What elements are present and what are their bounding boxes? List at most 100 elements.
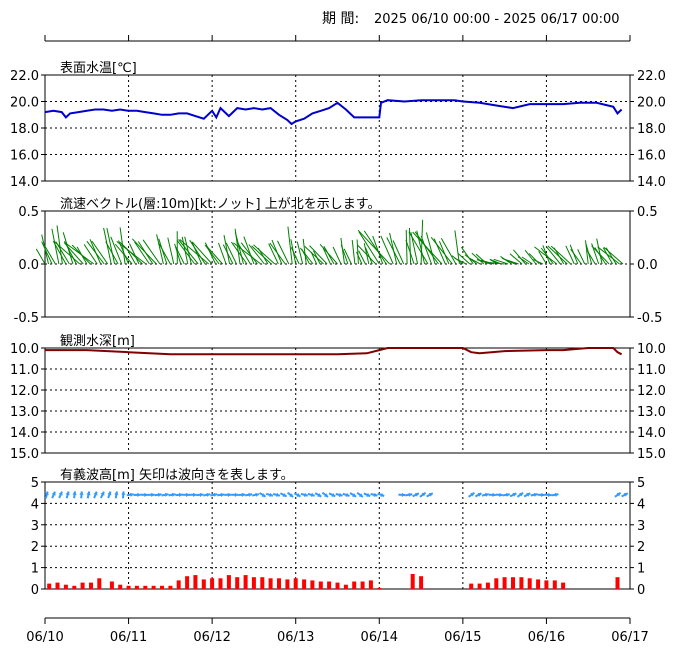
wave-direction-arrowhead	[121, 491, 125, 495]
wave-direction-arrowhead	[158, 493, 162, 497]
wave-height-bar	[544, 580, 548, 589]
wave-height-bar	[478, 584, 482, 589]
right-tick-label: 18.0	[637, 122, 666, 137]
current-vector-stick	[578, 249, 585, 264]
wave-height-bar	[47, 584, 51, 589]
current-vector-stick	[305, 246, 324, 264]
wave-direction-arrowhead	[72, 491, 76, 495]
current-vector-stick	[359, 232, 379, 264]
wave-height-bar	[503, 577, 507, 589]
panel-frame-2	[45, 348, 630, 453]
date-tick-label: 06/14	[361, 630, 398, 645]
right-tick-label: 5	[637, 476, 645, 491]
current-vector-stick	[92, 241, 108, 264]
wave-height-bar	[469, 584, 473, 589]
wave-direction-arrowhead	[402, 493, 406, 497]
wave-height-bar	[536, 579, 540, 589]
wave-height-bar	[336, 583, 340, 589]
wave-direction-arrowhead	[137, 493, 141, 497]
wave-height-bar	[210, 578, 214, 589]
wave-height-bar	[64, 585, 68, 589]
right-tick-label: 3	[637, 519, 645, 534]
current-vector-stick	[252, 246, 272, 264]
left-tick-label: -0.5	[14, 311, 39, 326]
period-range: 2025 06/10 00:00 - 2025 06/17 00:00	[374, 12, 620, 27]
current-vector-stick	[341, 238, 345, 264]
wave-height-bar	[143, 586, 147, 589]
wave-direction-arrowhead	[179, 493, 183, 497]
left-tick-label: 16.0	[10, 149, 39, 164]
current-vector-stick	[44, 244, 56, 264]
current-vector-stick	[333, 247, 341, 264]
wave-direction-arrowhead	[228, 493, 231, 497]
wave-direction-arrowhead	[193, 493, 196, 497]
wave-height-bar	[369, 580, 373, 589]
wave-height-bar	[344, 585, 348, 589]
current-vector-stick	[541, 248, 553, 264]
wave-height-bar	[294, 578, 298, 589]
left-tick-label: 1	[31, 562, 39, 577]
wave-height-bar	[285, 579, 289, 589]
left-tick-label: 3	[31, 519, 39, 534]
right-tick-label: 12.0	[637, 384, 666, 399]
wave-height-bar	[252, 577, 256, 589]
current-vector-stick	[421, 236, 431, 264]
left-tick-label: 22.0	[10, 69, 39, 84]
wave-direction-arrowhead	[79, 491, 83, 495]
wave-height-bar	[511, 577, 515, 589]
wave-height-bar	[152, 586, 156, 589]
current-vector-stick	[357, 252, 362, 264]
left-tick-label: 20.0	[10, 96, 39, 111]
date-tick-label: 06/12	[193, 630, 230, 645]
right-tick-label: 0.5	[637, 205, 658, 220]
date-tick-label: 06/11	[110, 630, 147, 645]
date-tick-label: 06/10	[26, 630, 63, 645]
wave-height-bar	[135, 586, 139, 589]
wave-height-bar	[72, 586, 76, 589]
wave-direction-arrowhead	[499, 493, 503, 497]
right-tick-label: 22.0	[637, 69, 666, 84]
water-depth-title: 観測水深[m]	[60, 334, 135, 349]
left-tick-label: 14.0	[10, 426, 39, 441]
wave-height-bar	[118, 585, 122, 589]
period-label: 期 間:	[322, 11, 359, 27]
right-tick-label: 14.0	[637, 426, 666, 441]
wave-height-bar	[519, 577, 523, 589]
wave-height-bar	[302, 579, 306, 589]
wave-height-bar	[110, 582, 114, 590]
wave-height-bar	[411, 574, 415, 589]
right-tick-label: -0.5	[637, 311, 662, 326]
current-vector-stick	[406, 230, 407, 264]
wave-height-bar	[327, 582, 331, 590]
current-vector-stick	[132, 239, 156, 264]
wave-direction-arrowhead	[548, 493, 552, 497]
right-tick-label: 1	[637, 562, 645, 577]
wave-height-bar	[219, 578, 223, 589]
left-tick-label: 0.0	[18, 258, 39, 273]
left-tick-label: 4	[31, 497, 39, 512]
left-tick-label: 0	[31, 583, 39, 598]
wave-height-bar	[361, 582, 365, 590]
wave-height-bar	[168, 586, 172, 589]
right-tick-label: 4	[637, 497, 645, 512]
right-tick-label: 13.0	[637, 405, 666, 420]
wave-direction-arrowhead	[200, 493, 204, 497]
right-tick-label: 11.0	[637, 363, 666, 378]
left-tick-label: 13.0	[10, 405, 39, 420]
wave-height-bar	[81, 583, 85, 589]
wave-height-bar	[89, 583, 93, 589]
wave-height-bar	[352, 582, 356, 590]
wave-height-title: 有義波高[m] 矢印は波向きを表します。	[60, 467, 294, 483]
wave-height-bar	[377, 588, 381, 589]
left-tick-label: 0.5	[18, 205, 39, 220]
current-vector-stick	[270, 243, 285, 264]
wave-direction-arrowhead	[541, 493, 544, 497]
wave-height-bar	[277, 578, 281, 589]
right-tick-label: 10.0	[637, 342, 666, 357]
